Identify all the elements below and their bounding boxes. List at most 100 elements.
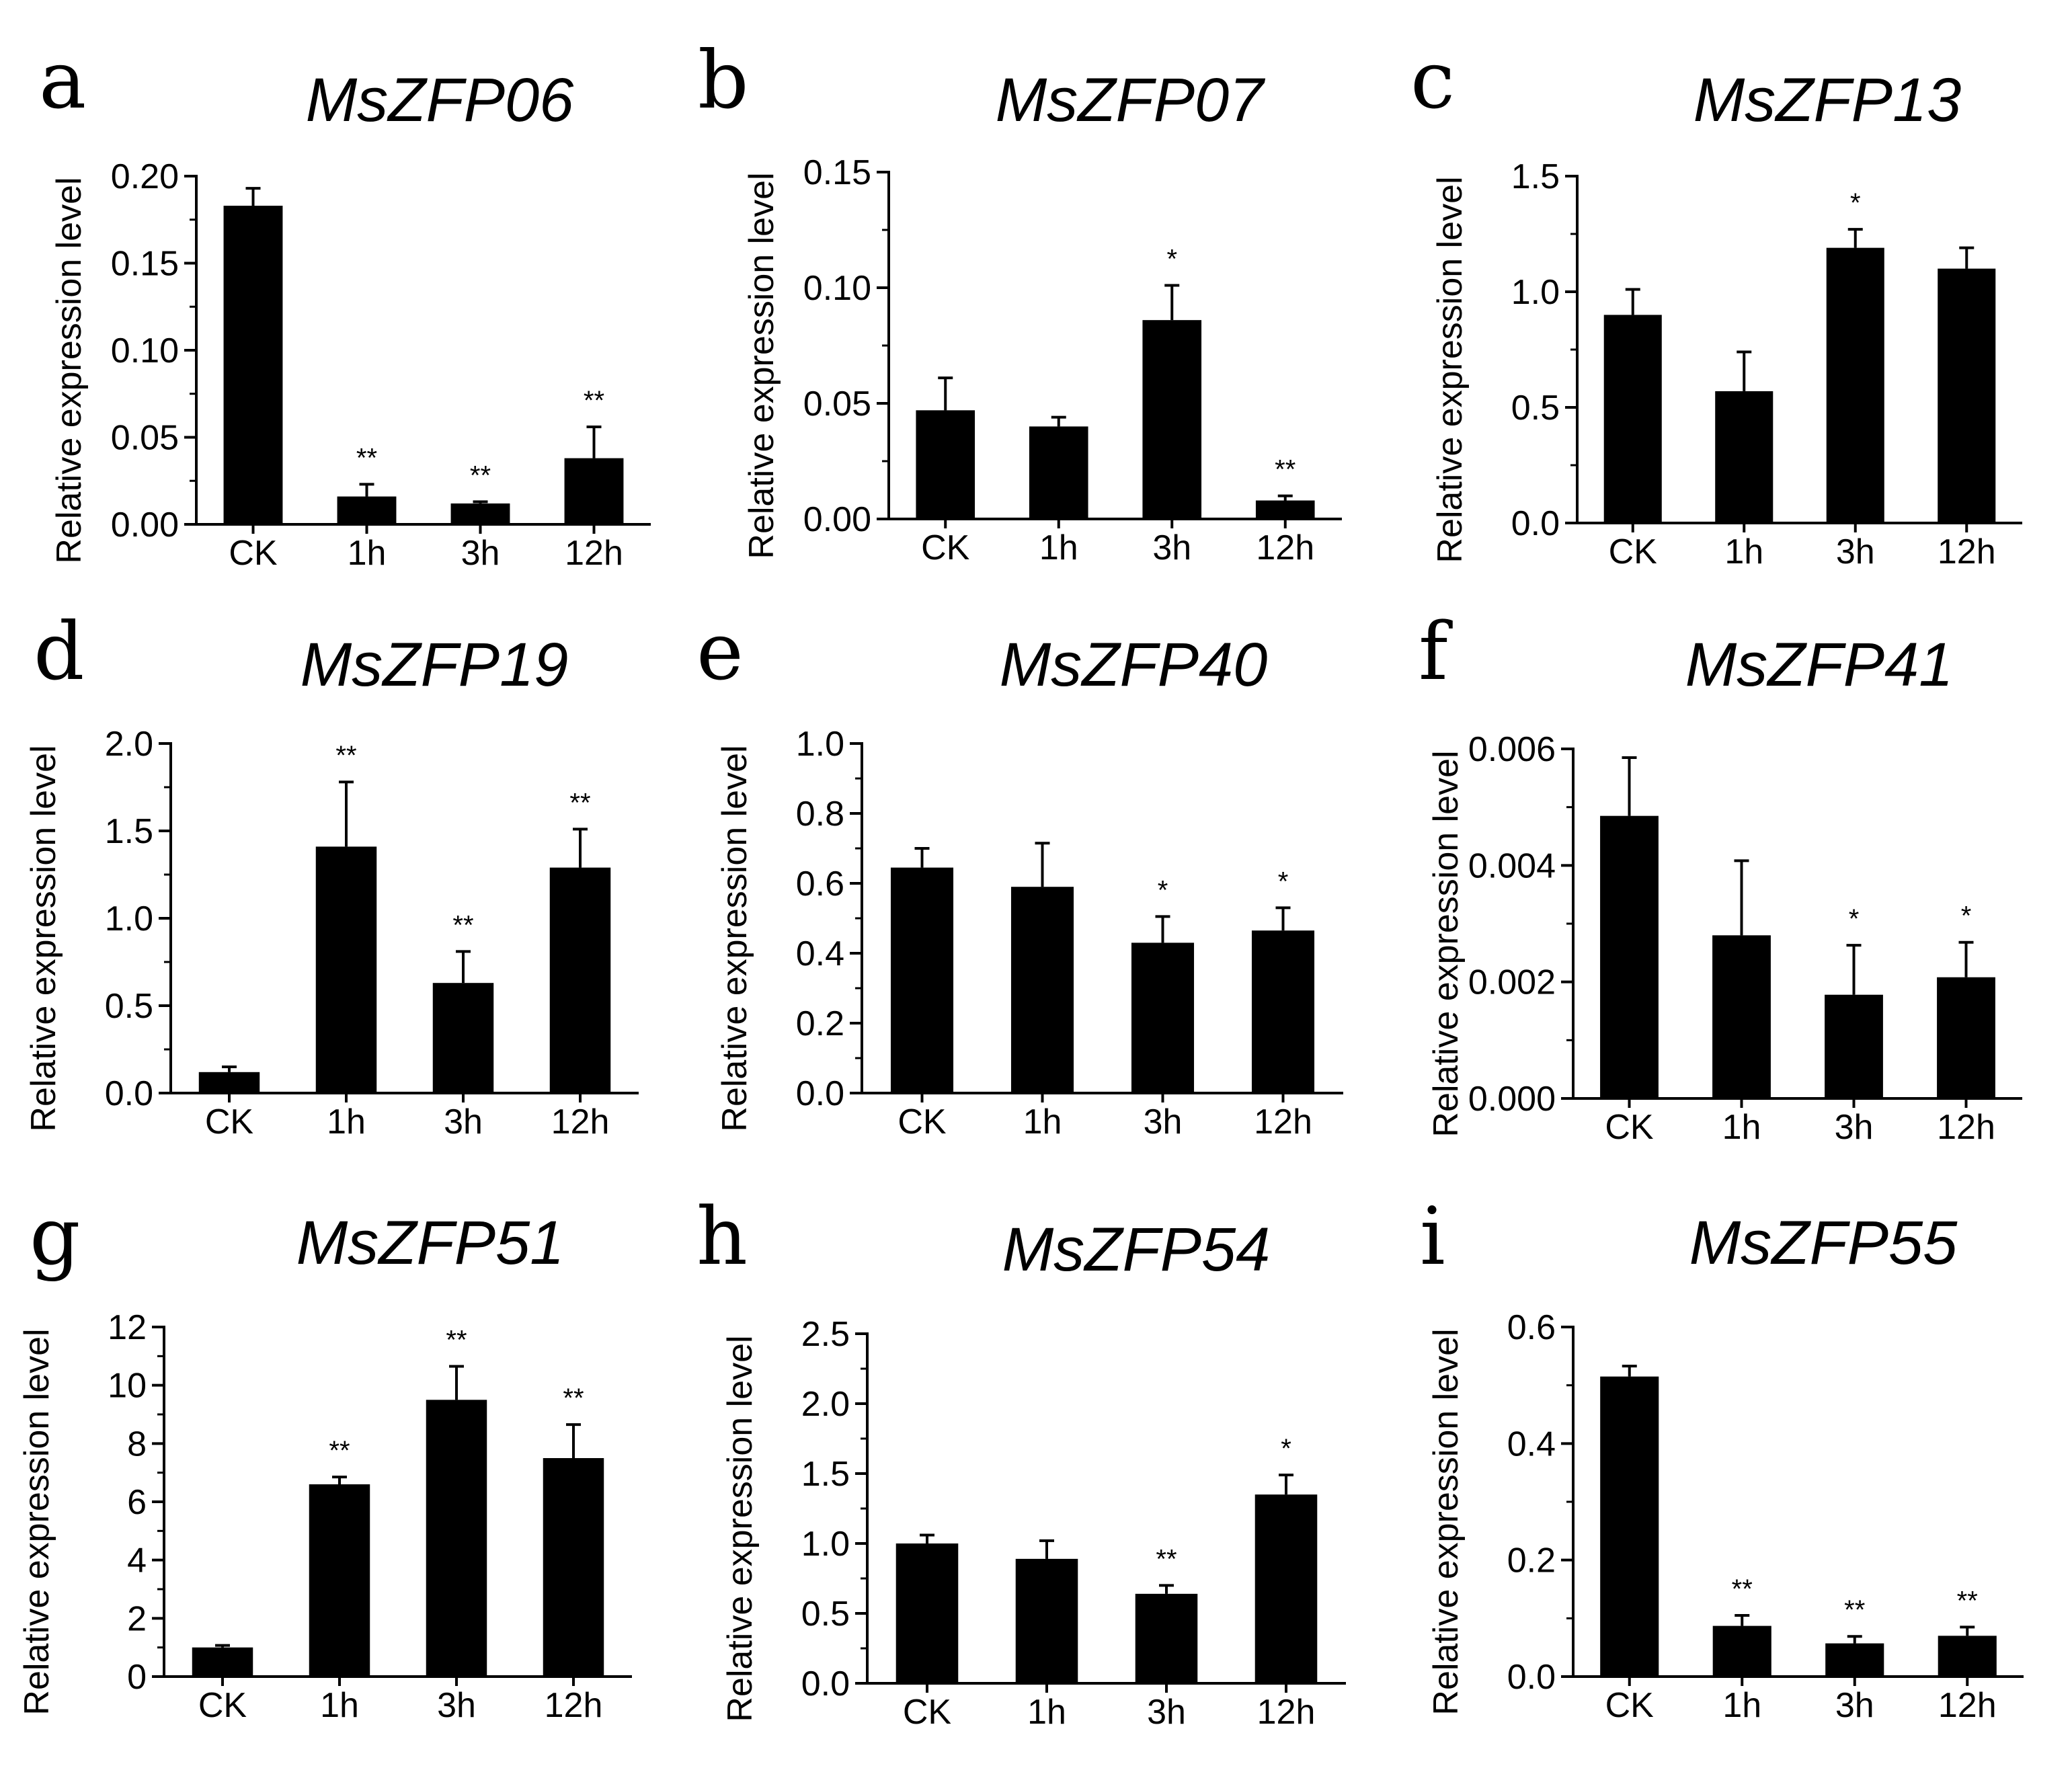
y-tick-label: 2 — [127, 1599, 147, 1638]
panel-c: c MsZFP13 Relative expression level 0.0 0.5 1… — [1410, 34, 2022, 571]
x-tick-label: 3h — [1835, 1686, 1874, 1725]
y-tick-label: 0.002 — [1468, 963, 1556, 1002]
panel-a: a MsZFP06 Relative expression level 0.00 0.0… — [39, 34, 651, 573]
significance-label: * — [1166, 245, 1177, 274]
panel-letter: i — [1420, 1190, 1445, 1283]
bar — [1603, 315, 1662, 523]
y-tick-label: 1.0 — [105, 899, 153, 938]
x-tick-label: 1h — [1722, 1108, 1761, 1147]
x-tick-label: CK — [198, 1686, 247, 1725]
y-tick-label: 0.5 — [801, 1595, 850, 1634]
panel-letter: a — [39, 34, 86, 126]
significance-label: ** — [335, 741, 356, 770]
panel-f: f MsZFP41 Relative expression level 0.000 0.… — [1419, 605, 2022, 1147]
panel-letter: d — [34, 605, 85, 698]
x-tick-label: 3h — [1836, 532, 1875, 571]
y-tick-label: 0.15 — [803, 153, 871, 192]
x-tick-label: CK — [921, 528, 970, 567]
significance-label: ** — [1957, 1586, 1978, 1615]
y-tick-label: 0.000 — [1468, 1080, 1556, 1119]
y-tick-label: 1.0 — [801, 1525, 850, 1564]
y-axis-label: Relative expression level — [1427, 1328, 1466, 1715]
bar — [1715, 391, 1774, 523]
significance-label: * — [1850, 188, 1861, 218]
x-tick-label: 1h — [1039, 528, 1078, 567]
panel-letter: g — [30, 1190, 81, 1283]
panel-h: h MsZFP54 Relative expression level 0.0 0.5 1… — [696, 1190, 1346, 1732]
chart-title: MsZFP41 — [1685, 631, 1954, 699]
x-tick-label: 1h — [327, 1102, 366, 1141]
significance-label: * — [1281, 1434, 1291, 1463]
chart-title: MsZFP19 — [301, 631, 569, 699]
bar — [1938, 1636, 1997, 1677]
x-tick-label: 3h — [1152, 528, 1191, 567]
significance-label: ** — [329, 1436, 350, 1465]
bar — [1251, 930, 1315, 1093]
bar — [192, 1647, 253, 1677]
y-tick-label: 0.0 — [1507, 1658, 1556, 1697]
x-tick-label: CK — [898, 1102, 947, 1141]
x-tick-label: 1h — [320, 1686, 359, 1725]
y-tick-label: 0.0 — [105, 1074, 153, 1113]
x-tick-label: 1h — [348, 534, 387, 573]
y-axis-label: Relative expression level — [24, 745, 63, 1131]
significance-label: ** — [1275, 455, 1296, 485]
y-tick-label: 0.2 — [796, 1004, 844, 1043]
bar — [1010, 887, 1074, 1093]
y-tick-label: 2.0 — [801, 1385, 850, 1424]
bar — [895, 1543, 959, 1683]
significance-label: ** — [563, 1383, 584, 1413]
y-axis-label: Relative expression level — [721, 1335, 760, 1722]
bar — [1938, 268, 1996, 523]
y-tick-label: 0.6 — [1507, 1308, 1556, 1347]
bar — [1712, 1625, 1771, 1677]
y-tick-label: 2.0 — [105, 725, 153, 764]
y-tick-label: 0.10 — [111, 331, 179, 370]
panel-letter: b — [698, 34, 749, 126]
y-axis-label: Relative expression level — [1427, 750, 1466, 1137]
x-tick-label: CK — [1605, 1686, 1655, 1725]
panel-letter: f — [1419, 605, 1453, 698]
significance-label: ** — [1844, 1595, 1865, 1625]
x-tick-label: 3h — [1835, 1108, 1874, 1147]
y-axis-label: Relative expression level — [715, 745, 754, 1131]
x-tick-label: 12h — [1938, 532, 1996, 571]
bar — [337, 496, 397, 524]
y-tick-label: 0.8 — [796, 795, 844, 834]
bar — [1825, 1643, 1884, 1677]
y-tick-label: 0.20 — [111, 157, 179, 196]
x-tick-label: 12h — [1937, 1108, 1995, 1147]
y-tick-label: 0.0 — [796, 1074, 844, 1113]
x-tick-label: CK — [903, 1693, 952, 1732]
significance-label: ** — [470, 460, 491, 490]
chart-title: MsZFP55 — [1689, 1209, 1958, 1277]
significance-label: ** — [569, 788, 590, 817]
significance-label: ** — [446, 1326, 467, 1355]
x-tick-label: 12h — [565, 534, 623, 573]
panel-letter: e — [696, 605, 744, 698]
y-tick-label: 12 — [108, 1308, 147, 1347]
y-tick-label: 0.004 — [1468, 846, 1556, 885]
x-tick-label: 12h — [545, 1686, 603, 1725]
bar — [1712, 935, 1771, 1098]
bar — [223, 206, 283, 524]
y-tick-label: 0.5 — [105, 987, 153, 1026]
y-tick-label: 6 — [127, 1483, 147, 1522]
y-tick-label: 0.0 — [801, 1664, 850, 1703]
y-tick-label: 0 — [127, 1658, 147, 1697]
y-tick-label: 4 — [127, 1541, 147, 1580]
y-tick-label: 0.4 — [1507, 1424, 1556, 1463]
bar — [1135, 1593, 1198, 1683]
bar — [1029, 426, 1088, 519]
x-tick-label: 12h — [1254, 1102, 1312, 1141]
y-tick-label: 0.15 — [111, 245, 179, 284]
panel-d: d MsZFP19 Relative expression level 0.0 0.5 1… — [24, 605, 639, 1141]
y-tick-label: 0.10 — [803, 269, 871, 308]
significance-label: * — [1961, 901, 1972, 931]
x-tick-label: 1h — [1027, 1693, 1066, 1732]
bar — [426, 1400, 487, 1677]
x-tick-label: CK — [205, 1102, 254, 1141]
bar — [309, 1484, 370, 1677]
bar — [1825, 994, 1883, 1098]
